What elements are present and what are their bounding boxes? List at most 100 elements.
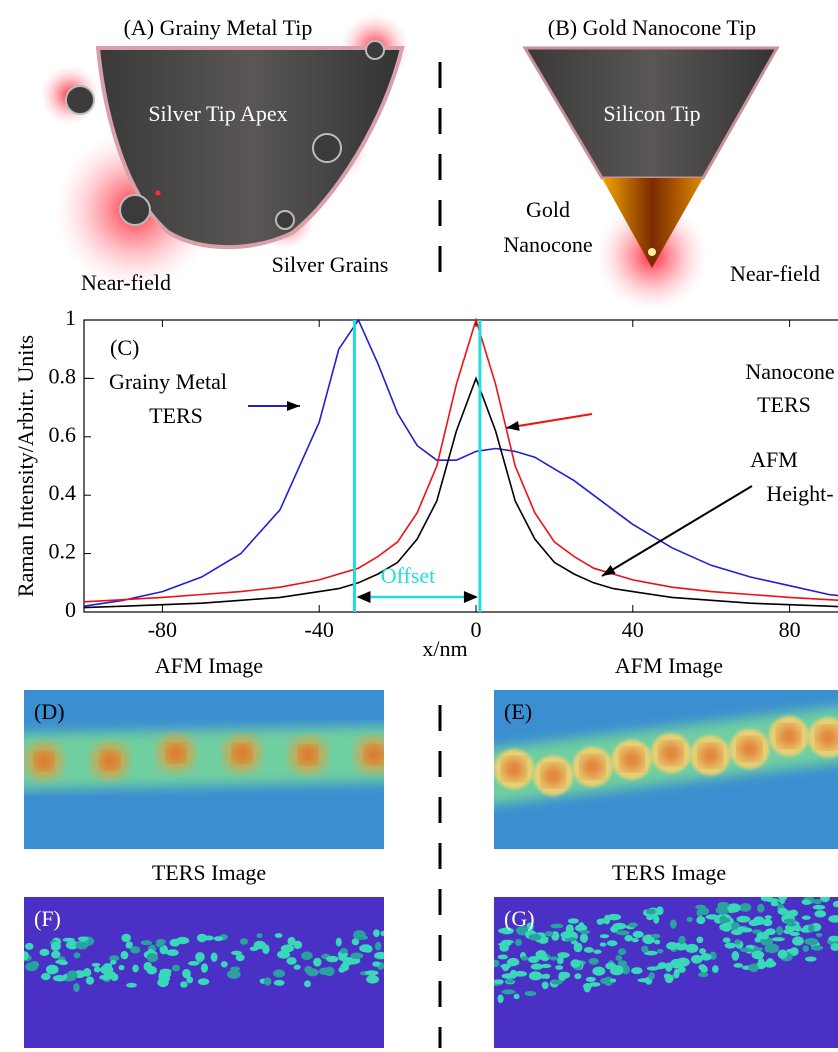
speckle [748, 963, 759, 973]
speckle [263, 977, 272, 986]
x-tick-label: 40 [622, 617, 644, 642]
speckle [514, 939, 523, 947]
series-line [83, 317, 838, 603]
speckle [494, 959, 500, 968]
speckle [549, 956, 558, 961]
speckle [628, 922, 638, 928]
speckle [771, 937, 785, 942]
image [494, 690, 838, 849]
arrow-head [356, 591, 478, 603]
speckle [615, 954, 623, 962]
speckle [737, 926, 747, 932]
speckle [104, 971, 116, 978]
speckle [140, 940, 153, 946]
speckle [301, 951, 313, 961]
speckle [794, 924, 802, 932]
annotation: AFM [750, 447, 798, 472]
speckle [641, 945, 649, 953]
panel-label: (E) [504, 699, 532, 724]
speckle [121, 933, 131, 943]
image [24, 897, 384, 1048]
speckle [530, 963, 544, 970]
speckle [550, 923, 564, 929]
speckle [372, 961, 381, 967]
speckle [621, 964, 630, 975]
arrow-head [506, 420, 520, 431]
speckle [313, 957, 322, 967]
speckle [125, 942, 133, 949]
speckle [711, 965, 719, 974]
annotation: TERS [757, 392, 811, 417]
speckle [366, 975, 380, 984]
speckle [645, 908, 656, 915]
y-tick-label: 0.8 [49, 363, 77, 388]
speckle [557, 952, 570, 959]
speckle [196, 933, 208, 942]
blob-core [620, 748, 643, 771]
speckle [752, 916, 765, 926]
speckle [727, 903, 741, 913]
x-axis-label: x/nm [422, 636, 467, 661]
speckle [143, 961, 153, 972]
speckle [757, 957, 765, 967]
speckle [45, 964, 59, 975]
speckle [109, 959, 117, 965]
speckle [187, 961, 200, 966]
annotation-arrow [601, 485, 753, 577]
speckle [77, 936, 89, 942]
speckle [579, 930, 591, 935]
speckle [828, 915, 838, 923]
panel-label: (F) [34, 906, 61, 931]
image [494, 897, 838, 1048]
speckle [350, 952, 364, 960]
chart: Raman Intensity/Arbitr. Units x/nm 0 0.2 0… [13, 305, 838, 661]
speckle [65, 940, 79, 950]
speckle [558, 971, 567, 982]
speckle [579, 933, 589, 943]
speckle [696, 936, 704, 944]
speckle [109, 955, 120, 962]
speckle [528, 971, 543, 981]
speckle [808, 923, 815, 933]
blob-core [101, 751, 119, 770]
speckle [792, 936, 804, 946]
speckle [54, 941, 61, 951]
speckle [573, 942, 583, 953]
speckle [73, 983, 80, 993]
arrow-head [287, 401, 300, 411]
blob-core [777, 725, 800, 748]
speckle [118, 964, 125, 971]
blob-core [299, 746, 317, 765]
speckle [73, 952, 81, 959]
speckle [670, 958, 682, 969]
speckle [588, 957, 599, 965]
speckle [767, 898, 780, 903]
speckle [220, 961, 228, 968]
speckle [669, 919, 677, 929]
speckle [210, 952, 218, 962]
speckle [719, 915, 728, 924]
y-tick-label: 0.6 [49, 422, 77, 447]
speckle [343, 956, 354, 966]
speckle [828, 935, 838, 942]
speckle [575, 924, 588, 932]
speckle [52, 974, 67, 982]
speckle [126, 982, 137, 988]
speckle [651, 933, 661, 939]
speckle [804, 937, 819, 946]
speckle [653, 914, 660, 924]
speckle [830, 943, 838, 952]
speckle [55, 959, 68, 965]
image-bg [494, 897, 838, 1048]
speckle [544, 931, 554, 937]
speckle [200, 963, 209, 973]
annotation: Grainy Metal [109, 369, 227, 394]
speckle [654, 939, 661, 945]
speckle [616, 930, 630, 936]
speckle [656, 948, 664, 954]
arrow-head [602, 565, 616, 576]
speckle [574, 973, 582, 980]
image-panels: AFM Image (D) AFM Image (E) TERS Image (F) TER… [24, 653, 838, 1048]
speckle [607, 913, 622, 921]
speckle [801, 915, 811, 920]
